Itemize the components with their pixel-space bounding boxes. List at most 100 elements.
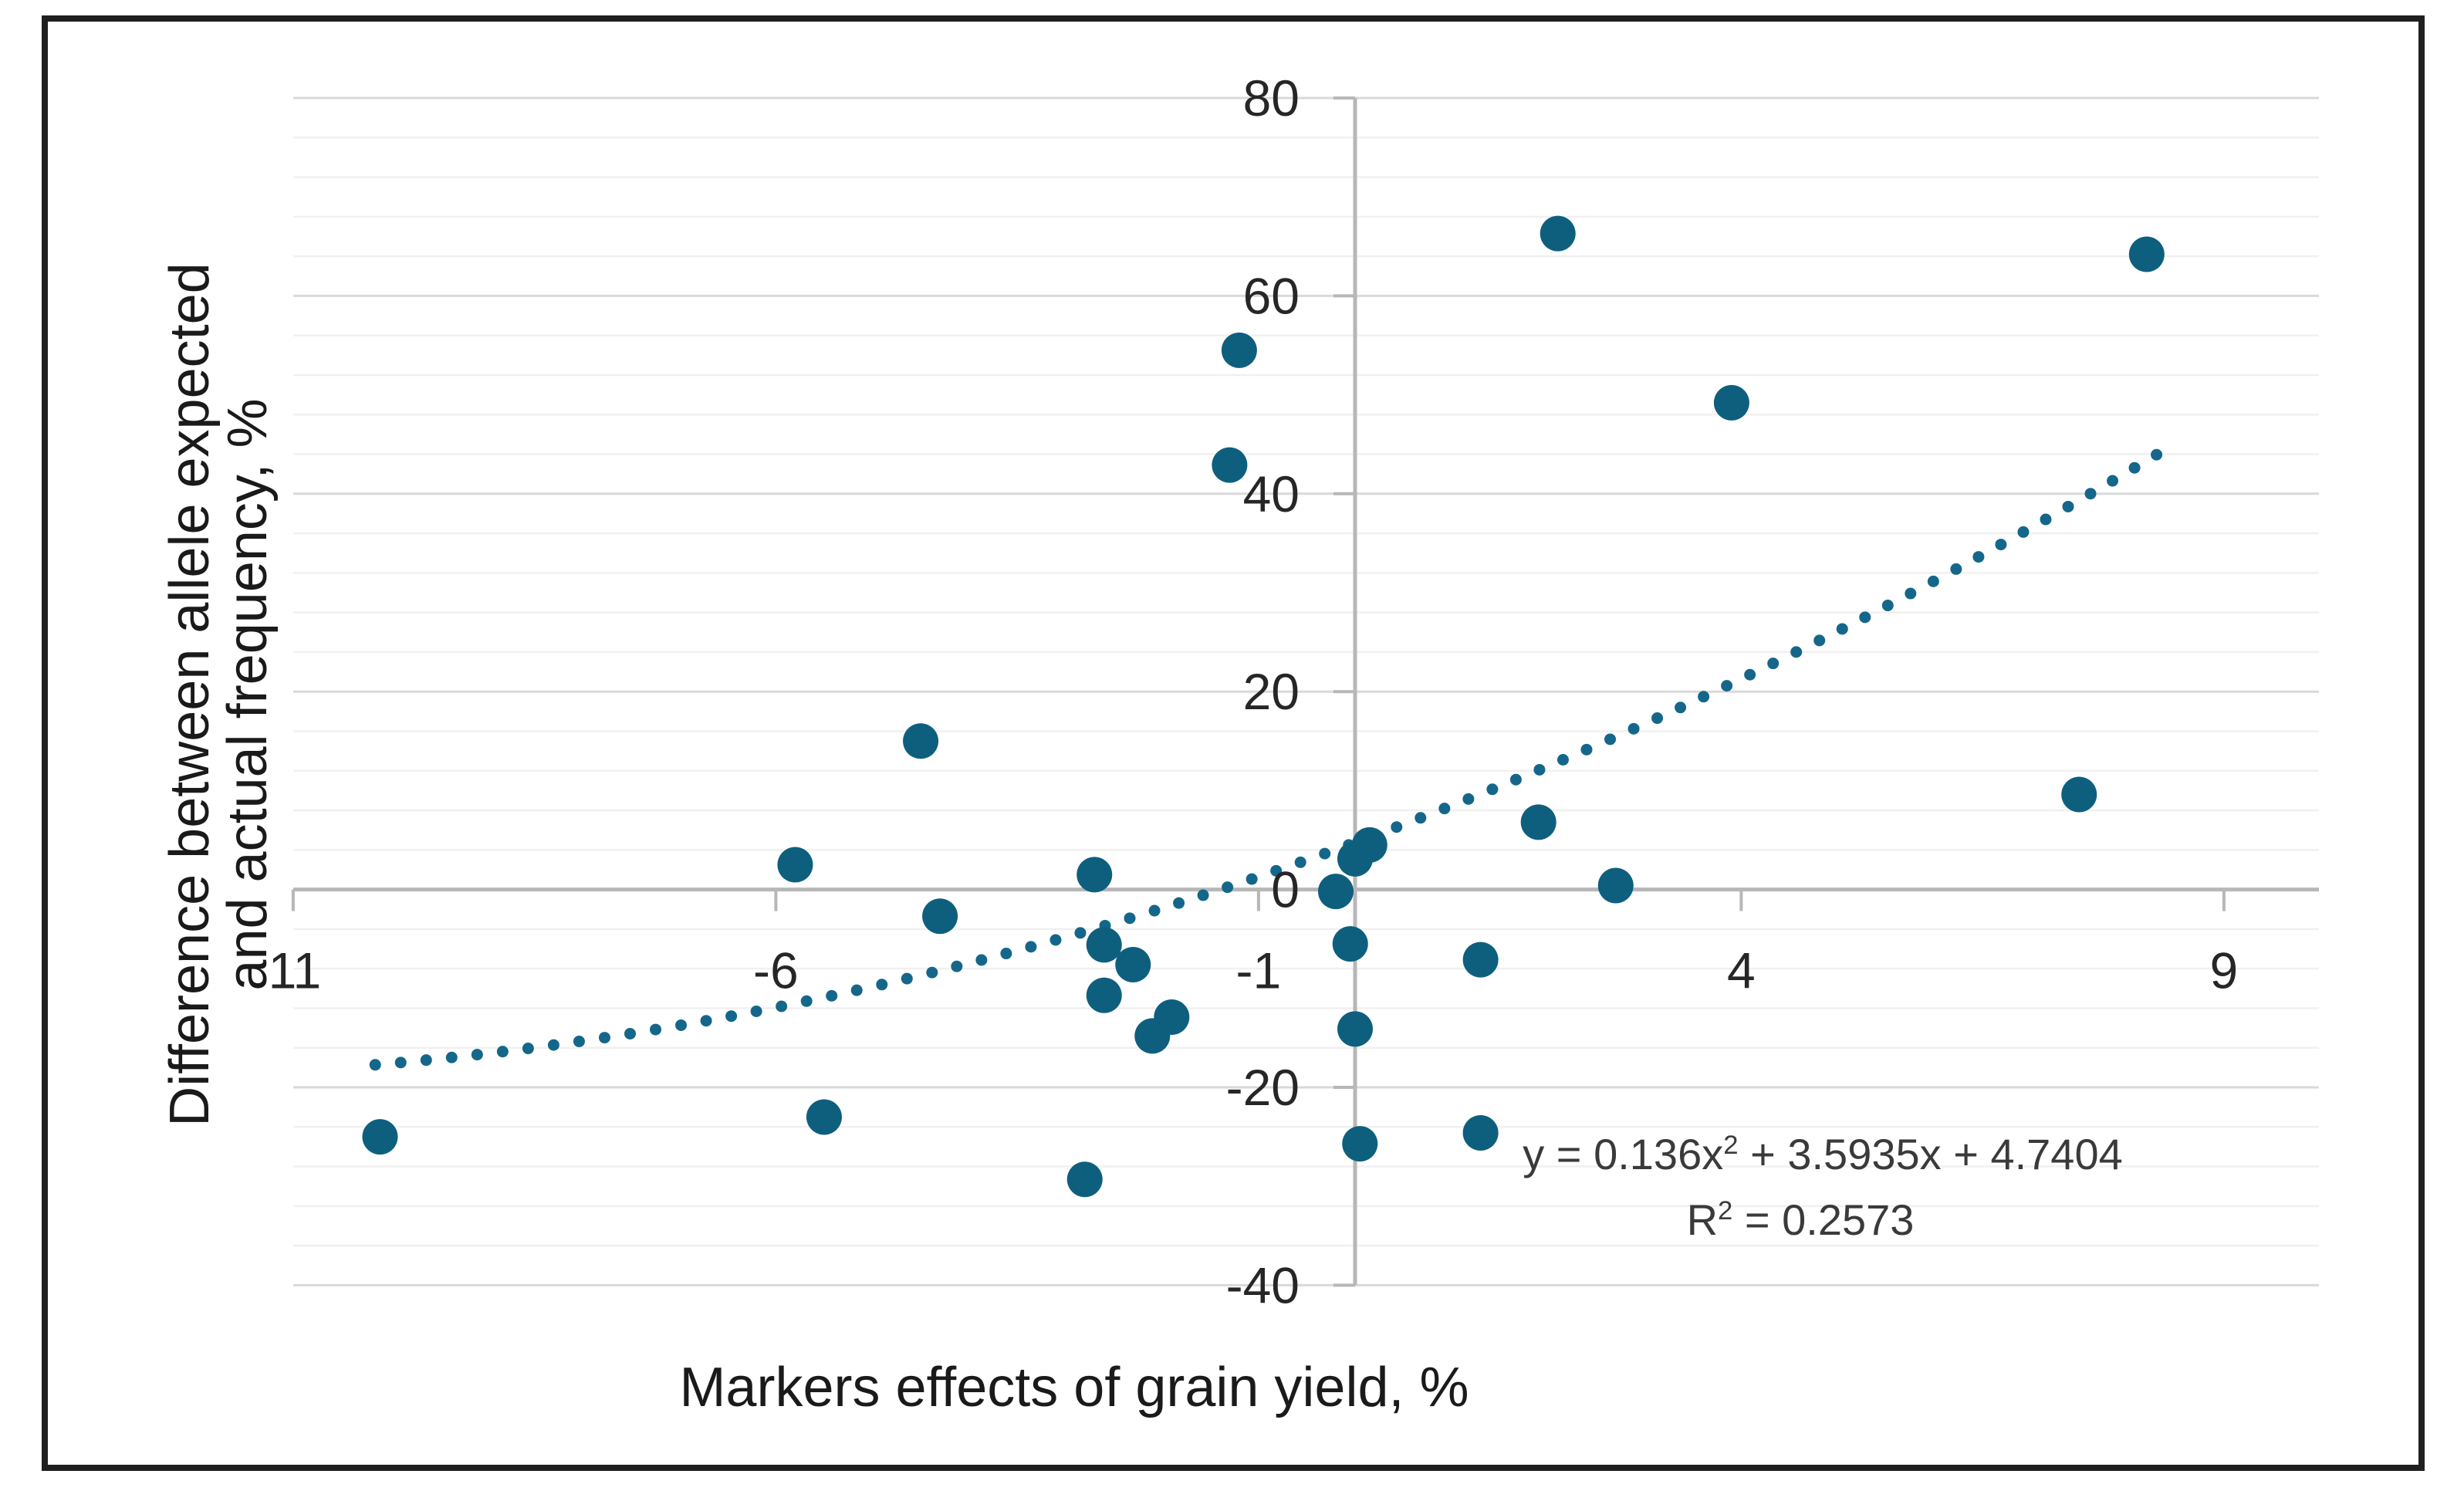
trendline-dot: [2084, 488, 2097, 500]
trendline-dot: [394, 1056, 407, 1069]
trendline-dot: [624, 1027, 636, 1040]
x-tick-label: 9: [2210, 942, 2239, 999]
trendline-dot: [1950, 563, 1962, 575]
data-point: [1713, 384, 1749, 421]
data-point: [2128, 236, 2165, 272]
data-point: [1462, 1114, 1499, 1151]
trendline-dot: [750, 1005, 762, 1017]
trendline-dot: [926, 966, 938, 979]
r-squared-label: R2 = 0.2573: [1687, 1195, 1915, 1244]
trendline-dot: [445, 1051, 458, 1063]
data-point: [1332, 926, 1368, 962]
trendline-dot: [1462, 793, 1475, 805]
trendline-dot: [1651, 712, 1664, 725]
data-point: [1066, 1161, 1103, 1198]
trendline-dot: [1173, 897, 1185, 909]
y-tick-label: 60: [1243, 267, 1300, 324]
y-axis-title-line: Difference between allele expected: [159, 262, 221, 1126]
trendline-dot: [573, 1035, 585, 1047]
data-point: [1086, 927, 1122, 963]
data-point: [1212, 447, 1248, 483]
trendline-dot: [2040, 513, 2052, 526]
data-point: [2061, 776, 2097, 813]
trendline-dot: [1049, 934, 1062, 946]
x-tick-label: 11: [269, 942, 322, 999]
data-point: [777, 847, 813, 883]
trendline-dot: [1509, 773, 1522, 786]
data-point: [1342, 1126, 1378, 1162]
trendline-dot: [1905, 587, 1917, 600]
trendline-dot: [975, 954, 988, 966]
trendline-dot: [547, 1039, 559, 1051]
x-tick-label: 4: [1727, 942, 1756, 999]
trendline-dot: [1074, 927, 1087, 939]
trendline-dot: [1627, 722, 1640, 735]
trendline-dot: [1995, 539, 2007, 551]
trendline-dot: [1486, 783, 1499, 796]
trendline-dot: [1533, 763, 1546, 776]
data-point: [1520, 804, 1556, 840]
trendline-dot: [1270, 864, 1283, 877]
trendline-dot: [675, 1019, 688, 1031]
y-tick-label: -20: [1226, 1059, 1300, 1116]
x-axis-title: Markers effects of grain yield, %: [679, 1357, 1469, 1418]
trendline-dot: [2062, 500, 2074, 512]
data-point: [1154, 999, 1190, 1035]
trendline-dot: [826, 989, 838, 1002]
trendline-dot: [496, 1046, 509, 1058]
trendline-dot: [876, 979, 888, 991]
data-point: [1077, 857, 1113, 893]
y-tick-label: 80: [1243, 69, 1300, 127]
trendline-dot: [1721, 680, 1733, 692]
trendline-dot: [1025, 941, 1037, 953]
data-point: [1337, 1011, 1373, 1047]
trendline-dot: [1859, 611, 1871, 624]
trendline-dot: [1000, 948, 1012, 960]
y-tick-label: -40: [1226, 1256, 1300, 1313]
data-point: [1086, 977, 1122, 1013]
trendline-dot: [650, 1023, 662, 1036]
trendline-dot: [1294, 856, 1306, 868]
trendline-dot: [725, 1010, 738, 1023]
trendline-dot: [2151, 448, 2163, 461]
trendline-dot: [1319, 847, 1331, 860]
trendline-dot: [1580, 743, 1593, 756]
trendline-dot: [1197, 889, 1209, 901]
data-point: [362, 1119, 398, 1155]
trendline-dot: [1556, 754, 1569, 766]
data-point: [922, 898, 958, 935]
x-tick-label: -6: [753, 942, 799, 999]
data-point: [1462, 942, 1499, 978]
data-point: [1115, 947, 1151, 983]
trendline-dot: [800, 995, 813, 1007]
data-point: [903, 723, 939, 759]
figure-border: [42, 15, 2425, 1471]
trendline-dot: [1415, 812, 1427, 824]
trendline-dot: [1124, 912, 1136, 925]
trendline-dot: [1813, 634, 1826, 647]
trendline-dot: [471, 1049, 483, 1061]
trendline-dot: [1148, 904, 1161, 917]
trendline-dot: [1881, 600, 1894, 612]
trendline-dot: [1246, 873, 1258, 885]
trendline-dot: [420, 1054, 432, 1067]
trendline-dot: [1675, 701, 1687, 714]
trendline-dot: [951, 960, 963, 972]
y-tick-label: 40: [1243, 465, 1300, 522]
equation-label: y = 0.136x2 + 3.5935x + 4.7404: [1523, 1130, 2122, 1178]
trendline-dot: [1222, 881, 1234, 894]
data-point: [1351, 827, 1387, 863]
trendline-dot: [901, 972, 913, 985]
trendline-dot: [776, 1000, 788, 1012]
trendline-dot: [1790, 646, 1803, 658]
data-point: [806, 1099, 842, 1135]
trendline-dot: [522, 1043, 534, 1055]
trendline-dot: [700, 1015, 712, 1027]
x-tick-label: -1: [1236, 942, 1282, 999]
trendline-dot: [1438, 803, 1451, 815]
trendline-dot: [1836, 623, 1848, 635]
trendline-dot: [598, 1032, 610, 1044]
trendline-dot: [1767, 658, 1780, 670]
